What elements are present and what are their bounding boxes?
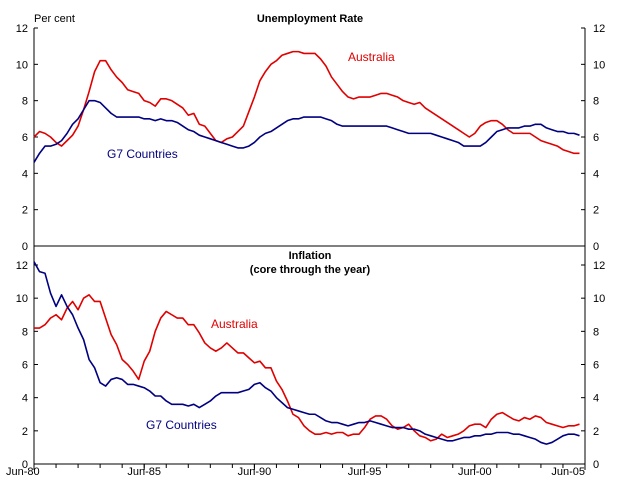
top-right-ytick-label: 6 [593, 132, 599, 144]
top-right-ytick-label: 2 [593, 205, 599, 217]
bottom-panel-title: Inflation [289, 250, 332, 262]
top-left-ytick-label: 12 [16, 23, 28, 35]
bottom-right-ytick-label: 0 [593, 459, 599, 471]
top-g7-series-label: G7 Countries [107, 147, 178, 161]
top-panel-title: Unemployment Rate [257, 13, 363, 25]
top-left-ytick-label: 6 [22, 132, 28, 144]
bottom-left-ytick-label: 6 [22, 360, 28, 372]
bottom-g7-series-line [33, 261, 580, 445]
top-australia-series-label: Australia [348, 50, 395, 64]
top-g7-series-line [33, 99, 580, 163]
top-right-ytick-label: 0 [593, 241, 599, 253]
xtick-label: Jun-90 [238, 466, 272, 478]
top-left-ytick-label: 10 [16, 59, 28, 71]
top-left-ytick-label: 0 [22, 241, 28, 253]
xtick-label: Jun-00 [458, 466, 492, 478]
bottom-right-ytick-label: 6 [593, 360, 599, 372]
bottom-panel-subtitle: (core through the year) [250, 264, 371, 276]
top-right-ytick-label: 10 [593, 59, 605, 71]
bottom-australia-series-line [34, 294, 580, 442]
bottom-left-ytick-label: 10 [16, 293, 28, 305]
y-axis-unit-label: Per cent [34, 13, 75, 25]
top-australia-series-line [33, 50, 580, 155]
xtick-label: Jun-85 [127, 466, 161, 478]
bottom-australia-series-label: Australia [211, 317, 258, 331]
series-group [33, 50, 580, 445]
top-right-ytick-label: 4 [593, 168, 599, 180]
bottom-left-ytick-label: 0 [22, 459, 28, 471]
axes-group: 0 0 2 2 4 4 6 6 8 8 10 10 12 12 0 0 2 2 4 4 6 6 8 8 10 10 12 12 Jun-… [6, 23, 605, 478]
bottom-right-ytick-label: 8 [593, 326, 599, 338]
top-right-ytick-label: 8 [593, 96, 599, 108]
bottom-left-ytick-label: 4 [22, 393, 28, 405]
top-left-ytick-label: 4 [22, 168, 28, 180]
bottom-left-ytick-label: 8 [22, 326, 28, 338]
text-group: Per cent Unemployment Rate Inflation (co… [34, 13, 395, 432]
bottom-right-ytick-label: 4 [593, 393, 599, 405]
bottom-left-ytick-label: 2 [22, 426, 28, 438]
bottom-left-ytick-label: 12 [16, 260, 28, 272]
bottom-right-ytick-label: 10 [593, 293, 605, 305]
xtick-label: Jun-95 [348, 466, 382, 478]
top-left-ytick-label: 8 [22, 96, 28, 108]
xtick-label: Jun-05 [551, 466, 585, 478]
bottom-right-ytick-label: 12 [593, 260, 605, 272]
xtick-label: Jun-80 [6, 466, 40, 478]
top-left-ytick-label: 2 [22, 205, 28, 217]
top-right-ytick-label: 12 [593, 23, 605, 35]
bottom-g7-series-label: G7 Countries [146, 418, 217, 432]
bottom-right-ytick-label: 2 [593, 426, 599, 438]
